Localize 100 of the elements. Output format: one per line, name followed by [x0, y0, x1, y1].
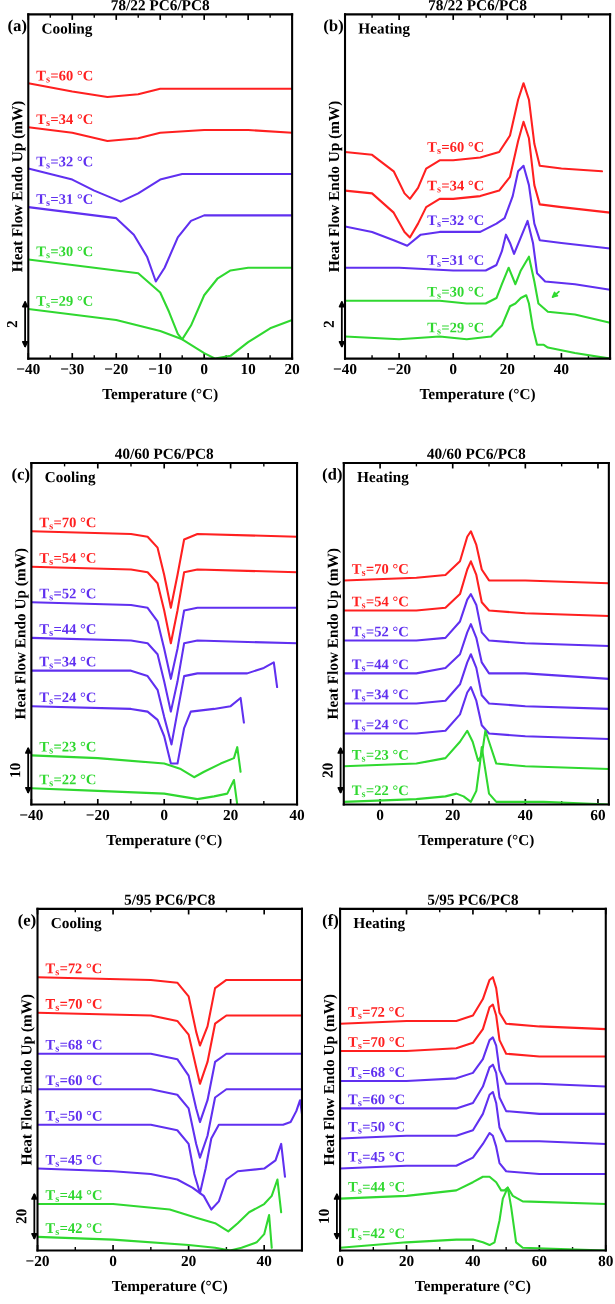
y-axis-title: Heat Flow Endo Up (mW)	[11, 101, 26, 272]
text: (a)	[8, 19, 27, 35]
text: Cooling	[45, 471, 96, 486]
series-label: T$_{s}$=24 °C	[351, 719, 408, 732]
series-label: T$_{s}$=34 °C	[351, 689, 408, 702]
x-tick-label: 40	[289, 809, 305, 821]
x-tick-label: −20	[387, 363, 411, 375]
series-label: T$_{s}$=44 °C	[45, 1190, 102, 1202]
text: 10	[318, 1209, 330, 1223]
x-tick-label: 80	[598, 1255, 613, 1267]
series-label: T$_{s}$=42 °C	[45, 1223, 102, 1235]
series-label: T$_{s}$=30 °C	[36, 246, 93, 259]
series-label: T$_{s}$=68 °C	[348, 1067, 405, 1079]
chart-title: 40/60 PC6/PC8	[114, 448, 214, 459]
series-label: T$_{s}$=60 °C	[45, 1075, 102, 1088]
series-label: T$_{s}$=70 °C	[351, 563, 408, 576]
text: (c)	[12, 468, 30, 484]
text: Heating	[358, 22, 410, 37]
x-tick-label: 20	[285, 363, 300, 375]
series-label: T$_{s}$=44 °C	[351, 659, 408, 672]
x-tick-label: −20	[86, 809, 110, 821]
series-label: T$_{s}$=60 °C	[348, 1094, 405, 1107]
series-label: T$_{s}$=45 °C	[348, 1151, 405, 1164]
text: Cooling	[42, 22, 93, 37]
text: 10	[9, 763, 21, 777]
x-tick-label: −40	[20, 809, 43, 821]
x-tick-label: 40	[465, 1255, 480, 1267]
series-label: T$_{s}$=70 °C	[348, 1037, 405, 1049]
series-label: T$_{s}$=70 °C	[39, 517, 96, 530]
text: Heating	[353, 917, 405, 932]
x-tick-label: −40	[17, 363, 40, 375]
x-axis-title: Temperature (°C)	[415, 1280, 531, 1295]
x-tick-label: 0	[336, 1255, 344, 1267]
x-axis-title: Temperature (°C)	[102, 388, 218, 403]
x-tick-label: 40	[553, 363, 569, 375]
series-label: T$_{s}$=24 °C	[39, 692, 96, 705]
x-tick-label: 0	[200, 363, 208, 375]
x-tick-label: 20	[445, 809, 460, 821]
series-label: T$_{s}$=60 °C	[36, 70, 93, 83]
series-label: T$_{s}$=44 °C	[348, 1181, 405, 1194]
x-axis-title: Temperature (°C)	[106, 834, 222, 849]
x-axis-title: Temperature (°C)	[111, 1280, 228, 1295]
series-label: T$_{s}$=32 °C	[36, 156, 93, 169]
chart-title: 5/95 PC6/PC8	[427, 894, 519, 905]
x-tick-label: 20	[399, 1255, 414, 1267]
x-tick-label: 0	[376, 809, 384, 821]
series-label: T$_{s}$=23 °C	[39, 741, 96, 754]
text: (d)	[322, 468, 342, 484]
series-label: T$_{s}$=60 °C	[427, 142, 484, 154]
x-tick-label: 10	[241, 363, 256, 375]
text: 2	[7, 321, 18, 328]
series-label: T$_{s}$=31 °C	[36, 194, 93, 206]
y-axis-title: Heat Flow Endo Up (mW)	[20, 994, 35, 1166]
x-tick-label: −20	[105, 363, 128, 375]
series-label: T$_{s}$=50 °C	[45, 1110, 102, 1123]
series-label: T$_{s}$=30 °C	[427, 286, 484, 299]
series-label: T$_{s}$=34 °C	[427, 180, 484, 193]
x-tick-label: 40	[517, 809, 533, 821]
text: Heating	[357, 471, 409, 486]
series-label: T$_{s}$=68 °C	[45, 1039, 102, 1052]
series-label: T$_{s}$=50 °C	[348, 1121, 405, 1134]
series-label: T$_{s}$=23 °C	[351, 749, 408, 762]
text: 20	[16, 1209, 27, 1224]
x-tick-label: 0	[160, 809, 168, 821]
y-axis-title: Heat Flow Endo Up (mW)	[328, 101, 343, 272]
series-label: T$_{s}$=54 °C	[351, 596, 408, 609]
series-label: T$_{s}$=54 °C	[39, 553, 96, 565]
series-label: T$_{s}$=29 °C	[36, 296, 93, 308]
text: (f)	[322, 914, 339, 930]
chart-title: 78/22 PC6/PC8	[111, 0, 210, 11]
x-tick-label: 60	[590, 809, 606, 821]
x-tick-label: 40	[256, 1255, 272, 1267]
y-axis-title: Heat Flow Endo Up (mW)	[327, 548, 342, 720]
series-label: T$_{s}$=70 °C	[45, 998, 102, 1011]
x-tick-label: −20	[26, 1255, 49, 1267]
chart-title: 5/95 PC6/PC8	[124, 894, 215, 905]
text: (e)	[18, 914, 36, 930]
series-label: T$_{s}$=32 °C	[427, 215, 484, 228]
series-label: T$_{s}$=31 °C	[427, 255, 484, 267]
chart-title: 78/22 PC6/PC8	[428, 0, 527, 11]
chart-title: 40/60 PC6/PC8	[427, 448, 526, 459]
series-label: T$_{s}$=22 °C	[39, 774, 96, 787]
x-axis-title: Temperature (°C)	[419, 388, 535, 403]
text: 2	[323, 321, 334, 328]
series-label: T$_{s}$=72 °C	[348, 1006, 404, 1019]
x-tick-label: 0	[109, 1255, 117, 1267]
x-axis-title: Temperature (°C)	[418, 834, 534, 849]
y-axis-title: Heat Flow Endo Up (mW)	[14, 548, 29, 720]
series-label: T$_{s}$=72 °C	[45, 963, 102, 976]
y-axis-title: Heat Flow Endo Up (mW)	[323, 994, 338, 1166]
x-tick-label: 20	[181, 1255, 196, 1267]
series-label: T$_{s}$=52 °C	[351, 626, 408, 639]
text: 20	[322, 763, 333, 778]
series-label: T$_{s}$=45 °C	[45, 1154, 102, 1167]
series-label: T$_{s}$=34 °C	[36, 114, 93, 127]
series-label: T$_{s}$=52 °C	[39, 588, 96, 601]
x-tick-label: −30	[61, 363, 84, 375]
x-tick-label: 20	[500, 363, 515, 375]
x-tick-label: 20	[223, 809, 238, 821]
x-tick-label: −10	[149, 363, 172, 375]
